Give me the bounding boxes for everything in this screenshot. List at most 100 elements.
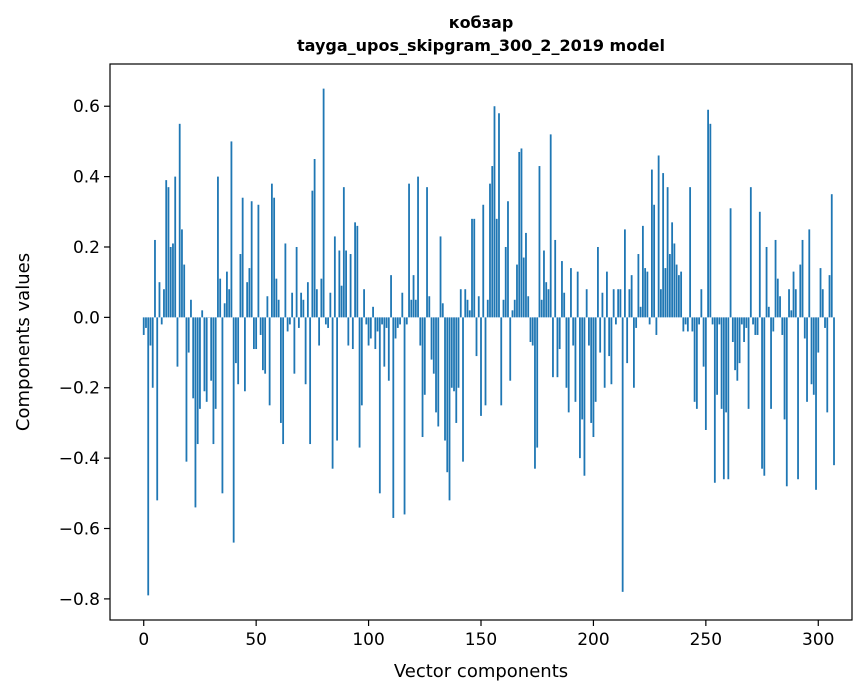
bar bbox=[230, 141, 233, 318]
bar bbox=[722, 317, 725, 480]
bar bbox=[270, 183, 273, 318]
bar bbox=[597, 246, 599, 318]
bar bbox=[668, 254, 671, 318]
y-tick-label: −0.4 bbox=[59, 449, 100, 469]
bar bbox=[383, 317, 386, 367]
bar bbox=[365, 317, 368, 325]
bar bbox=[475, 317, 478, 357]
bar bbox=[554, 239, 557, 318]
bar bbox=[448, 317, 451, 501]
bar bbox=[686, 317, 689, 332]
bar bbox=[549, 134, 552, 318]
bar bbox=[259, 317, 262, 335]
x-tick-label: 250 bbox=[690, 630, 722, 650]
bar bbox=[662, 173, 665, 318]
bar bbox=[329, 292, 332, 318]
bar bbox=[214, 317, 217, 409]
bar bbox=[432, 317, 435, 374]
bar bbox=[749, 187, 752, 318]
bar bbox=[428, 296, 431, 318]
bar bbox=[570, 268, 572, 318]
bar bbox=[313, 159, 316, 318]
bar bbox=[522, 257, 525, 318]
bar bbox=[812, 317, 815, 395]
bar bbox=[192, 317, 195, 399]
bar bbox=[183, 264, 186, 318]
bar bbox=[518, 151, 521, 318]
bar bbox=[381, 317, 383, 325]
bar bbox=[635, 317, 638, 328]
bar bbox=[673, 243, 676, 318]
bar bbox=[356, 225, 359, 318]
bar bbox=[563, 292, 566, 318]
bar bbox=[713, 317, 716, 483]
bar bbox=[833, 317, 835, 466]
bar bbox=[725, 317, 727, 413]
bar bbox=[473, 218, 476, 318]
bar bbox=[691, 317, 694, 332]
bar bbox=[266, 296, 269, 318]
bar bbox=[734, 317, 736, 371]
bar bbox=[680, 271, 683, 318]
bars-group bbox=[142, 88, 835, 596]
bar bbox=[639, 306, 642, 318]
bar bbox=[779, 296, 781, 318]
bar bbox=[279, 317, 282, 423]
bar bbox=[367, 317, 370, 346]
bar bbox=[174, 176, 177, 318]
bar bbox=[502, 299, 505, 318]
x-tick-label: 100 bbox=[352, 630, 384, 650]
bar bbox=[369, 317, 372, 339]
bar bbox=[671, 222, 674, 318]
x-tick-label: 0 bbox=[138, 630, 149, 650]
bar bbox=[500, 317, 503, 406]
bar bbox=[700, 289, 703, 318]
bar bbox=[147, 317, 150, 596]
bar bbox=[210, 317, 213, 381]
bar bbox=[608, 317, 611, 357]
bar bbox=[628, 289, 631, 318]
bar bbox=[401, 292, 404, 318]
bar bbox=[257, 204, 260, 318]
bar bbox=[376, 317, 379, 332]
bar bbox=[756, 317, 759, 335]
y-tick-label: 0.4 bbox=[73, 168, 100, 188]
bar bbox=[190, 299, 192, 318]
bar bbox=[151, 317, 154, 388]
bar bbox=[145, 317, 147, 328]
bar bbox=[441, 303, 444, 318]
bar bbox=[561, 261, 563, 318]
bar bbox=[417, 176, 419, 318]
bar bbox=[588, 317, 590, 346]
bar bbox=[219, 278, 222, 318]
bar bbox=[747, 317, 750, 409]
bar bbox=[484, 317, 487, 406]
bar bbox=[345, 250, 347, 318]
bar bbox=[534, 317, 536, 469]
bar bbox=[169, 246, 172, 318]
bar bbox=[408, 183, 410, 318]
bar bbox=[520, 148, 523, 318]
bar bbox=[385, 317, 388, 328]
x-tick-label: 150 bbox=[465, 630, 497, 650]
bar bbox=[606, 271, 608, 318]
bar bbox=[295, 246, 298, 318]
bar bbox=[426, 187, 428, 318]
bar bbox=[457, 317, 460, 388]
bar bbox=[165, 180, 168, 318]
plot-area-frame bbox=[109, 63, 853, 621]
bar bbox=[594, 317, 597, 402]
bar bbox=[743, 317, 745, 342]
bar bbox=[399, 317, 401, 325]
bar bbox=[480, 317, 482, 416]
bar bbox=[704, 317, 707, 430]
bar bbox=[545, 282, 548, 318]
bar bbox=[248, 268, 251, 318]
bar bbox=[828, 275, 831, 318]
bar bbox=[423, 317, 426, 395]
bar bbox=[163, 289, 165, 318]
bar bbox=[387, 317, 390, 381]
bar bbox=[498, 113, 500, 318]
bar bbox=[396, 317, 399, 328]
bar bbox=[268, 317, 271, 406]
